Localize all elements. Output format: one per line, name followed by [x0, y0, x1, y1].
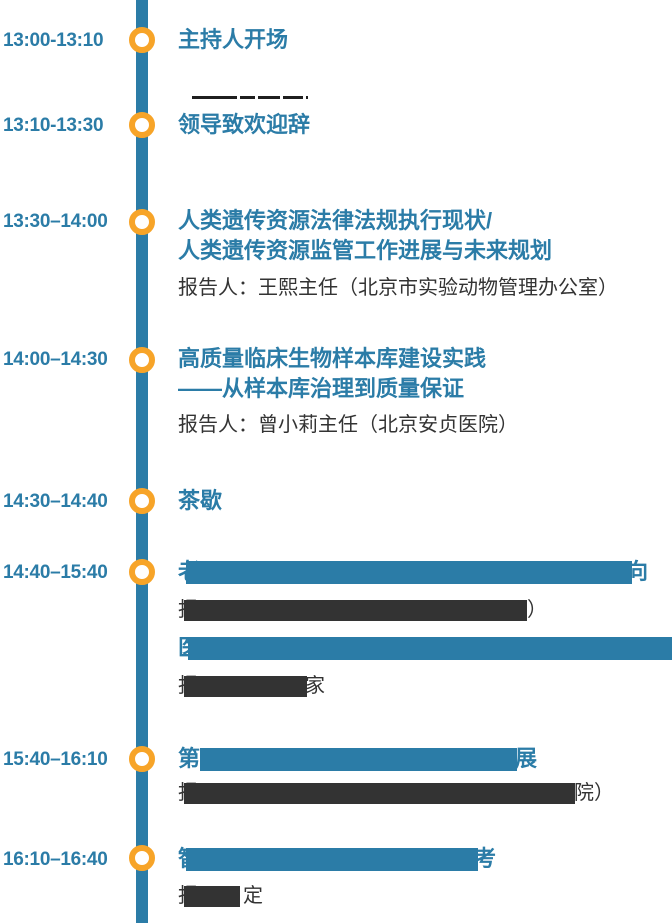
timeline-node-icon: [129, 27, 155, 53]
session-title-line: 主持人开场: [178, 28, 672, 54]
redacted-trail-fragment: 家: [305, 675, 325, 697]
speaker-line: 报家: [178, 674, 672, 700]
timeline-node-icon: [129, 347, 155, 373]
session-title-line: 老向: [178, 560, 672, 586]
time-label: 14:40–15:40: [3, 562, 108, 583]
dash-segment: [283, 96, 303, 99]
session-title-text: 高质量临床生物样本库建设实践: [178, 346, 487, 371]
speaker-text: 报告人：王熙主任（北京市实验动物管理办公室）: [178, 277, 618, 299]
dash-segment: [240, 96, 255, 99]
session-title-text: ——从样本库治理到质量保证: [178, 376, 465, 401]
speaker-line: 报）: [178, 598, 672, 624]
session-title-line: 智考: [178, 847, 672, 873]
session-title-text: 人类遗传资源法律法规执行现状/: [178, 208, 493, 233]
session-title-line: 人类遗传资源监管工作进展与未来规划: [178, 239, 672, 265]
session-title-line: 第展: [178, 747, 672, 773]
dash-segment: [192, 96, 237, 99]
timeline-line: [136, 0, 148, 923]
dash-segment: [258, 96, 280, 99]
session-title-text: 主持人开场: [178, 27, 289, 52]
divider-dashes: [192, 96, 311, 99]
time-label: 16:10–16:40: [3, 849, 108, 870]
speaker-line: 报院）: [178, 781, 672, 807]
redacted-speaker-bar: [184, 600, 527, 621]
session-title-text: 人类遗传资源监管工作进展与未来规划: [178, 238, 553, 263]
session-title-line: ——从样本库治理到质量保证: [178, 377, 672, 403]
redacted-title-bar: [186, 848, 478, 871]
timeline-node-icon: [129, 112, 155, 138]
session-title-line: 高质量临床生物样本库建设实践: [178, 347, 672, 373]
dash-segment: [306, 96, 308, 99]
session-title-line: 人类遗传资源法律法规执行现状/: [178, 209, 672, 235]
redacted-trail-fragment: 展: [515, 746, 538, 771]
timeline-node-icon: [129, 845, 155, 871]
session-title-line: 领导致欢迎辞: [178, 113, 672, 139]
session-title-line: 茶歇: [178, 489, 672, 515]
redacted-trail-fragment: 定: [243, 885, 263, 907]
time-label: 15:40–16:10: [3, 749, 108, 770]
redacted-speaker-bar: [184, 676, 307, 697]
time-label: 13:30–14:00: [3, 211, 108, 232]
timeline-node-icon: [129, 559, 155, 585]
time-label: 14:00–14:30: [3, 349, 108, 370]
redacted-title-bar: [186, 561, 632, 584]
speaker-line: 报告人：王熙主任（北京市实验动物管理办公室）: [178, 276, 672, 302]
time-label: 13:10-13:30: [3, 115, 104, 136]
timeline-node-icon: [129, 209, 155, 235]
redacted-trail-fragment: ）: [527, 599, 547, 621]
redacted-trail-fragment: 院）: [574, 782, 614, 804]
session-title-line: 医: [178, 636, 672, 662]
timeline-node-icon: [129, 488, 155, 514]
session-title-text: 茶歇: [178, 488, 223, 513]
time-label: 14:30–14:40: [3, 491, 108, 512]
redacted-title-bar: [188, 637, 672, 660]
timeline-node-icon: [129, 746, 155, 772]
speaker-line: 报定: [178, 884, 672, 910]
time-label: 13:00-13:10: [3, 30, 104, 51]
redacted-title-bar: [200, 748, 517, 771]
speaker-line: 报告人：曾小莉主任（北京安贞医院）: [178, 413, 672, 439]
speaker-text: 报告人：曾小莉主任（北京安贞医院）: [178, 414, 518, 436]
redacted-speaker-bar: [184, 783, 575, 804]
session-title-text: 领导致欢迎辞: [178, 112, 311, 137]
redacted-speaker-bar: [184, 886, 240, 907]
redacted-trail-fragment: 考: [474, 846, 497, 871]
redacted-lead-fragment: 第: [178, 746, 201, 771]
